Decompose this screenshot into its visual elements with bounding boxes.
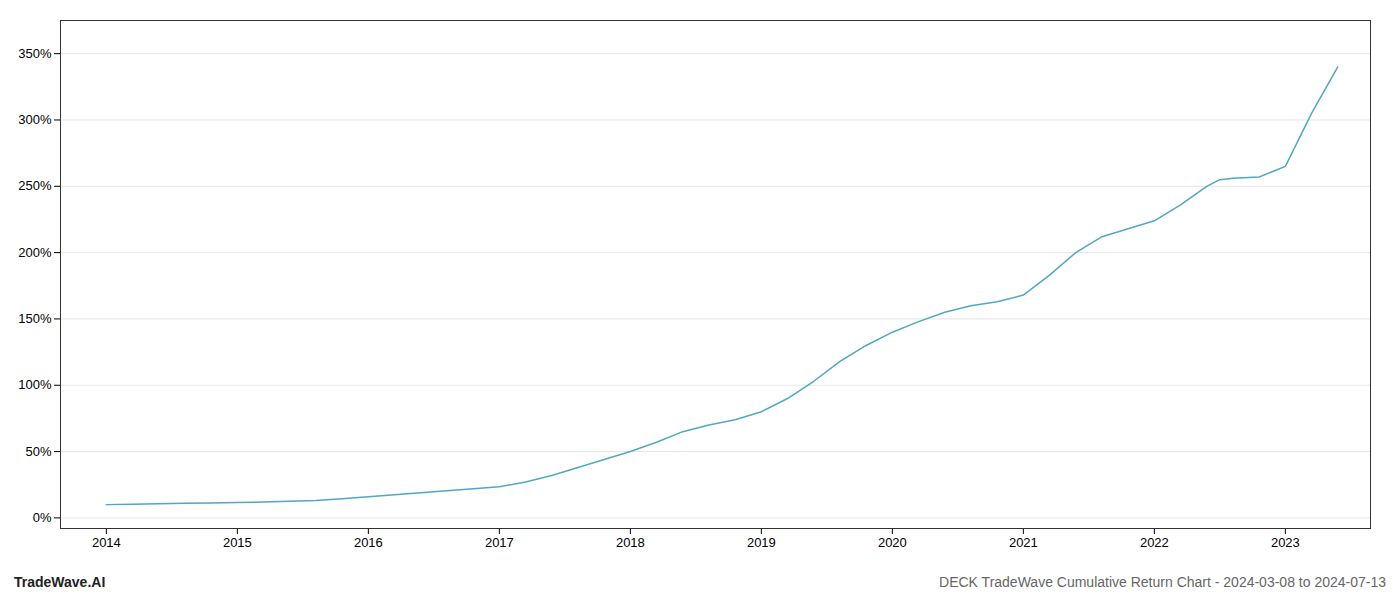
svg-text:150%: 150% (18, 311, 52, 326)
svg-text:2021: 2021 (1009, 535, 1038, 550)
svg-text:2023: 2023 (1271, 535, 1300, 550)
svg-text:2019: 2019 (747, 535, 776, 550)
svg-text:2022: 2022 (1140, 535, 1169, 550)
svg-text:300%: 300% (18, 112, 52, 127)
svg-text:250%: 250% (18, 178, 52, 193)
svg-text:350%: 350% (18, 46, 52, 61)
html-text:DECK TradeWave Cumulative Retu: DECK TradeWave Cumulative Return Chart -… (939, 574, 1386, 590)
svg-text:2017: 2017 (485, 535, 514, 550)
svg-text:2016: 2016 (354, 535, 383, 550)
svg-text:50%: 50% (25, 444, 51, 459)
svg-text:0%: 0% (33, 510, 52, 525)
html-text:TradeWave.AI: TradeWave.AI (14, 574, 106, 590)
svg-text:100%: 100% (18, 377, 52, 392)
svg-text:2015: 2015 (223, 535, 252, 550)
svg-text:2018: 2018 (616, 535, 645, 550)
svg-text:2014: 2014 (92, 535, 121, 550)
svg-text:200%: 200% (18, 245, 52, 260)
svg-text:2020: 2020 (878, 535, 907, 550)
